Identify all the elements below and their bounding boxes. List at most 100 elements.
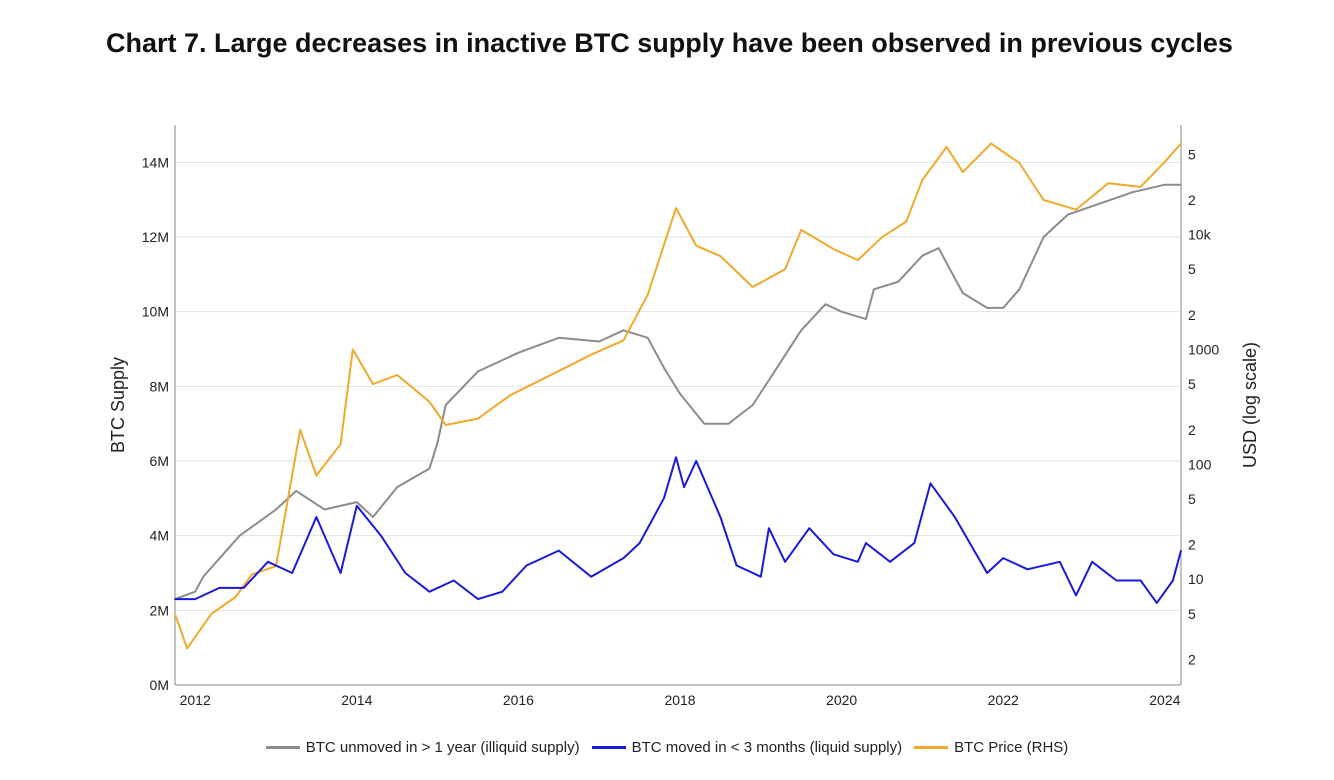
data-point <box>372 516 374 518</box>
data-point <box>501 590 504 593</box>
data-point <box>315 516 318 518</box>
data-point <box>1139 186 1142 188</box>
legend-item: BTC moved in < 3 months (liquid supply) <box>591 739 902 756</box>
data-point <box>695 244 697 247</box>
y-tick-label: 0M <box>150 677 169 693</box>
data-point <box>1018 162 1021 164</box>
data-point <box>202 575 205 578</box>
y2-tick-label: 10k <box>1188 227 1212 243</box>
data-point <box>1180 183 1182 186</box>
data-point <box>590 575 592 578</box>
data-point <box>1002 557 1005 559</box>
data-point <box>1026 568 1029 571</box>
data-point <box>1067 213 1069 216</box>
x-tick-label: 2022 <box>988 692 1019 708</box>
data-point <box>477 598 479 600</box>
data-point <box>856 259 859 261</box>
series-line-2 <box>174 142 1182 650</box>
data-point <box>558 370 560 372</box>
x-tick-label: 2018 <box>664 692 695 708</box>
data-point <box>380 534 382 537</box>
data-point <box>351 348 354 351</box>
data-point <box>275 508 277 511</box>
data-point <box>937 247 940 249</box>
data-point <box>1164 183 1166 186</box>
data-point <box>598 340 601 343</box>
data-point <box>1164 161 1166 163</box>
y-tick-label: 6M <box>150 453 169 469</box>
x-tick-label: 2014 <box>341 692 372 708</box>
series-line-1 <box>175 456 1182 604</box>
y2-tick-label: 2 <box>1188 307 1196 323</box>
data-point <box>889 561 891 563</box>
data-point <box>840 310 843 313</box>
x-tick-label: 2024 <box>1149 692 1180 708</box>
x-tick-label: 2012 <box>180 692 211 708</box>
data-point <box>683 486 685 488</box>
data-point <box>1002 307 1005 309</box>
data-point <box>477 370 479 373</box>
legend-label: BTC unmoved in > 1 year (illiquid supply… <box>305 739 580 756</box>
data-point <box>929 482 932 485</box>
data-point <box>646 293 649 296</box>
y-tick-label: 10M <box>142 304 169 320</box>
y2-tick-label: 2 <box>1188 422 1196 438</box>
y-tick-label: 14M <box>142 154 169 170</box>
x-tick-label: 2016 <box>503 692 534 708</box>
data-point <box>477 417 479 420</box>
data-point <box>558 549 560 552</box>
data-point <box>800 329 803 332</box>
data-point <box>1131 191 1134 193</box>
data-point <box>986 307 988 309</box>
data-point <box>675 207 677 209</box>
data-point <box>1155 602 1158 604</box>
data-point <box>751 404 754 406</box>
data-point <box>784 561 786 563</box>
data-point <box>428 401 431 403</box>
data-point <box>291 572 293 574</box>
data-point <box>881 236 883 238</box>
data-point <box>913 542 916 544</box>
data-point <box>646 337 649 339</box>
data-point <box>558 337 560 339</box>
data-point <box>218 587 221 589</box>
data-point <box>299 428 302 431</box>
data-point <box>1075 208 1077 211</box>
data-point <box>776 366 778 369</box>
data-point <box>250 573 253 576</box>
data-point <box>905 220 908 223</box>
data-point <box>873 288 875 291</box>
data-point <box>824 303 827 306</box>
legend-item: BTC Price (RHS) <box>914 739 1068 756</box>
data-point <box>323 508 326 511</box>
data-point <box>444 404 447 406</box>
data-point <box>174 613 176 615</box>
data-point <box>372 383 374 385</box>
y-tick-label: 4M <box>150 528 169 544</box>
data-point <box>719 516 722 518</box>
data-point <box>1075 594 1077 597</box>
legend: BTC unmoved in > 1 year (illiquid supply… <box>0 736 1334 756</box>
y2-tick-label: 10 <box>1188 571 1204 587</box>
data-point <box>638 542 641 544</box>
y-tick-label: 12M <box>142 229 169 245</box>
data-point <box>760 575 762 578</box>
data-point <box>663 366 665 369</box>
data-point <box>1139 579 1142 582</box>
y2-tick-label: 2 <box>1188 652 1196 668</box>
data-point <box>768 527 770 529</box>
data-point <box>174 598 176 600</box>
data-point <box>242 587 245 589</box>
data-point <box>719 255 722 257</box>
data-point <box>663 497 665 500</box>
chart: 0M 2M 4M 6M 8M 10M 12M 14M 2 5 10 2 5 100 2 5 1000 2 5 10k 2… <box>108 125 1260 708</box>
data-point <box>921 179 924 181</box>
data-point <box>356 505 358 507</box>
data-point <box>675 456 677 459</box>
data-point <box>832 248 835 250</box>
data-point <box>897 281 899 283</box>
data-point <box>194 590 197 593</box>
data-point <box>315 474 318 477</box>
data-point <box>679 393 681 395</box>
y2-tick-label: 5 <box>1188 261 1196 277</box>
